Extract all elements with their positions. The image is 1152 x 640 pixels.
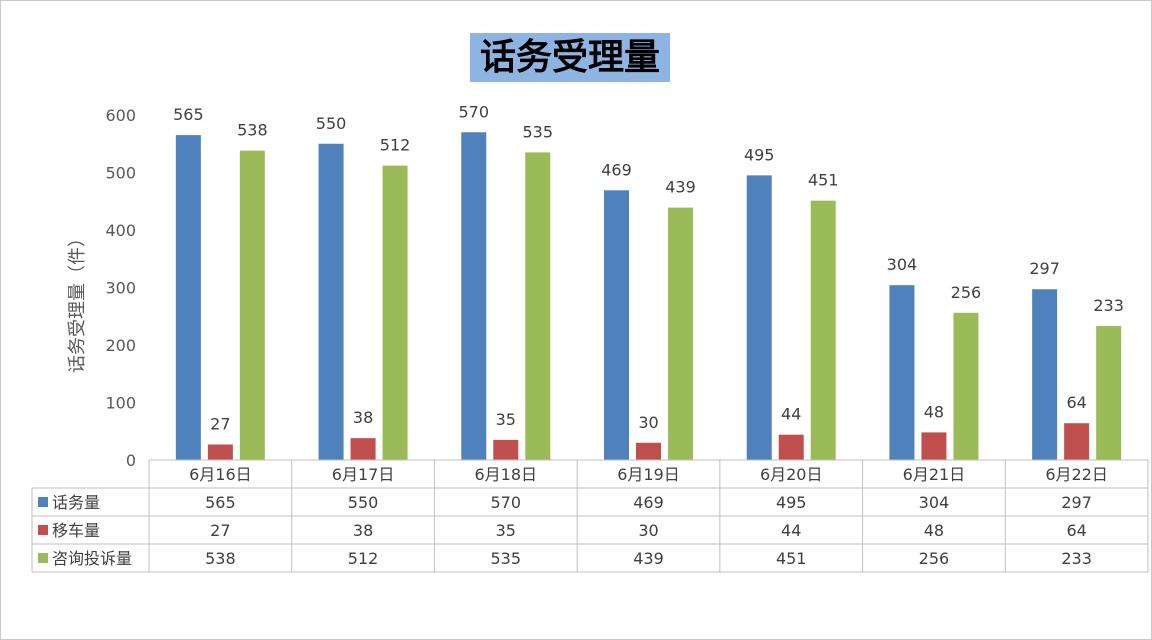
bar-2-1 — [207, 444, 233, 460]
category-label: 6月17日 — [332, 465, 395, 484]
legend-key-3 — [38, 553, 48, 563]
bar-1-7 — [1032, 289, 1058, 460]
table-cell: 570 — [491, 493, 522, 512]
bar-3-5 — [810, 200, 836, 461]
data-label: 495 — [744, 145, 775, 164]
y-tick-label: 400 — [105, 221, 136, 240]
table-cell: 439 — [633, 549, 664, 568]
bar-3-4 — [668, 207, 693, 460]
table-cell: 297 — [1061, 493, 1092, 512]
y-tick-label: 0 — [126, 451, 136, 470]
bar-1-1 — [175, 135, 201, 460]
bar-1-2 — [318, 143, 344, 460]
bar-2-7 — [1064, 423, 1090, 460]
bar-1-3 — [461, 132, 487, 460]
table-cell: 233 — [1061, 549, 1092, 568]
data-label: 233 — [1093, 296, 1124, 315]
bar-1-6 — [889, 285, 915, 460]
table-cell: 64 — [1066, 521, 1086, 540]
table-cell: 538 — [205, 549, 236, 568]
data-label: 35 — [496, 410, 516, 429]
y-tick-label: 200 — [105, 336, 136, 355]
category-label: 6月16日 — [189, 465, 252, 484]
table-cell: 550 — [348, 493, 379, 512]
legend-label: 移车量 — [52, 521, 100, 540]
legend-label: 咨询投诉量 — [52, 549, 132, 568]
data-label: 38 — [353, 408, 373, 427]
data-label: 469 — [601, 160, 632, 179]
bar-3-7 — [1096, 326, 1122, 460]
category-label: 6月21日 — [903, 465, 966, 484]
category-label: 6月20日 — [760, 465, 823, 484]
legend-label: 话务量 — [52, 493, 100, 512]
data-label: 439 — [665, 178, 696, 197]
bar-3-2 — [382, 165, 408, 460]
table-cell: 44 — [781, 521, 801, 540]
data-label: 550 — [316, 114, 347, 133]
data-label: 48 — [924, 402, 944, 421]
data-label: 256 — [951, 283, 982, 302]
bar-1-4 — [604, 190, 629, 460]
bar-2-2 — [350, 438, 376, 460]
data-label: 538 — [237, 121, 268, 140]
category-label: 6月19日 — [617, 465, 680, 484]
category-label: 6月22日 — [1045, 465, 1108, 484]
bar-2-6 — [921, 432, 947, 460]
table-cell: 535 — [491, 549, 522, 568]
data-label: 570 — [459, 102, 490, 121]
table-cell: 469 — [633, 493, 664, 512]
table-cell: 565 — [205, 493, 236, 512]
chart-title: 话务受理量 — [470, 33, 670, 82]
table-cell: 35 — [496, 521, 516, 540]
legend-key-1 — [38, 497, 48, 507]
table-cell: 495 — [776, 493, 807, 512]
table-cell: 48 — [924, 521, 944, 540]
data-label: 565 — [173, 105, 204, 124]
bar-3-3 — [525, 152, 551, 460]
bar-3-1 — [239, 150, 265, 460]
table-cell: 304 — [919, 493, 950, 512]
data-label: 64 — [1066, 393, 1086, 412]
table-cell: 451 — [776, 549, 807, 568]
y-tick-label: 300 — [105, 279, 136, 298]
bar-3-6 — [953, 312, 979, 460]
bar-2-5 — [778, 434, 804, 460]
y-tick-label: 600 — [105, 106, 136, 125]
data-label: 297 — [1029, 259, 1060, 278]
bar-1-5 — [746, 175, 772, 460]
data-label: 535 — [523, 122, 554, 141]
table-cell: 27 — [210, 521, 230, 540]
y-tick-label: 100 — [105, 394, 136, 413]
table-cell: 30 — [638, 521, 658, 540]
data-label: 512 — [380, 136, 411, 155]
legend-key-2 — [38, 525, 48, 535]
data-label: 27 — [210, 414, 230, 433]
bar-2-3 — [493, 439, 519, 460]
data-label: 44 — [781, 405, 801, 424]
data-label: 451 — [808, 171, 839, 190]
data-label: 30 — [638, 413, 658, 432]
data-label: 304 — [887, 255, 918, 274]
y-tick-label: 500 — [105, 164, 136, 183]
table-cell: 512 — [348, 549, 379, 568]
bar-2-4 — [636, 442, 661, 460]
category-label: 6月18日 — [475, 465, 538, 484]
table-cell: 38 — [353, 521, 373, 540]
table-cell: 256 — [919, 549, 950, 568]
